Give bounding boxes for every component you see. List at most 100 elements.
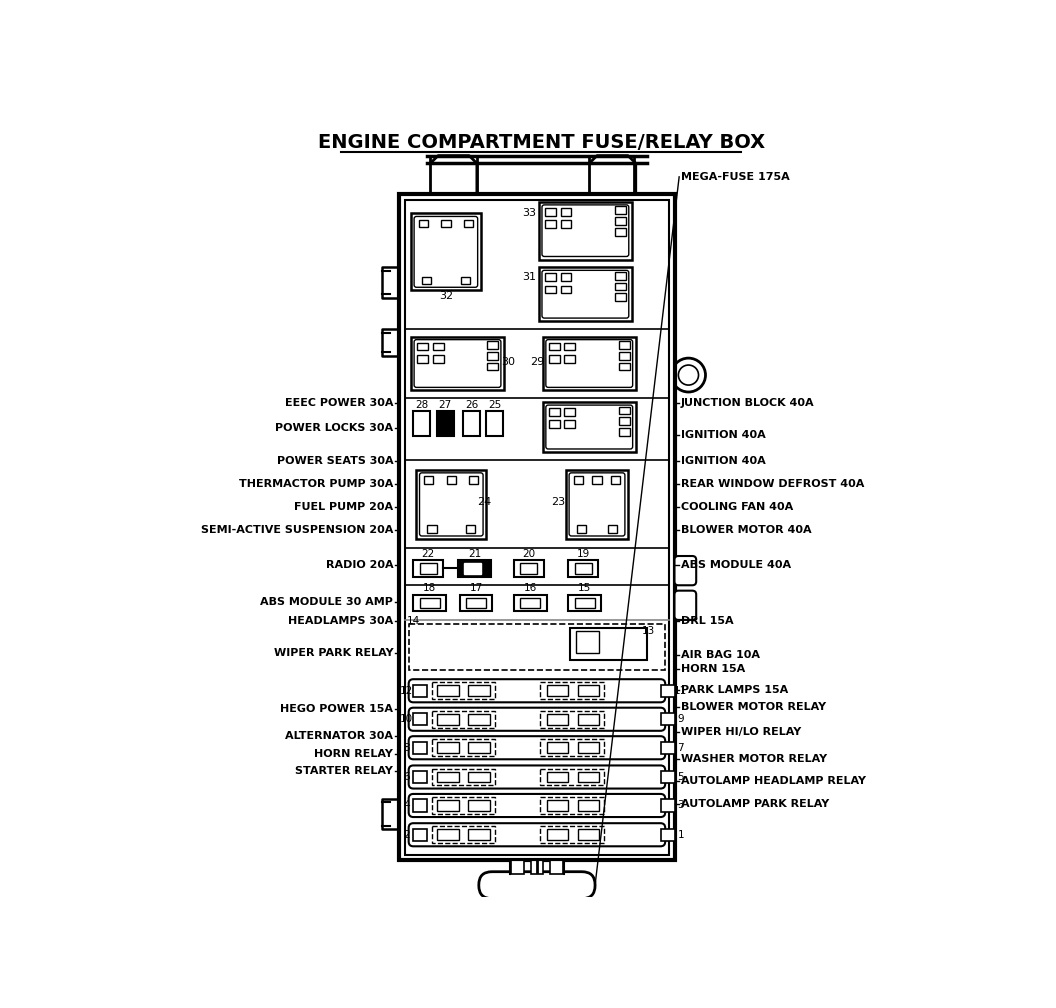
- Bar: [561, 273, 571, 281]
- Text: 7: 7: [677, 743, 684, 753]
- Text: 27: 27: [438, 400, 452, 410]
- FancyBboxPatch shape: [414, 217, 477, 287]
- Bar: [460, 276, 470, 284]
- Text: 22: 22: [421, 548, 435, 558]
- Text: 5: 5: [677, 772, 684, 782]
- Bar: [547, 685, 568, 697]
- Bar: [432, 827, 495, 844]
- Bar: [661, 742, 675, 754]
- Bar: [619, 352, 629, 360]
- Bar: [547, 714, 568, 725]
- Bar: [570, 628, 647, 660]
- Text: 23: 23: [551, 497, 565, 507]
- Bar: [539, 202, 631, 260]
- Text: 13: 13: [642, 626, 656, 636]
- Bar: [419, 562, 436, 574]
- Bar: [619, 406, 629, 414]
- Bar: [565, 343, 576, 351]
- Text: 9: 9: [677, 715, 684, 725]
- Bar: [661, 799, 675, 811]
- Bar: [541, 739, 604, 756]
- Bar: [541, 797, 604, 814]
- Bar: [578, 830, 600, 840]
- Text: STARTER RELAY: STARTER RELAY: [296, 766, 393, 776]
- FancyBboxPatch shape: [409, 736, 665, 759]
- Bar: [469, 685, 490, 697]
- Bar: [433, 343, 444, 351]
- Bar: [545, 273, 555, 281]
- Bar: [437, 830, 459, 840]
- Bar: [411, 337, 504, 390]
- Text: 1: 1: [677, 830, 684, 840]
- Bar: [661, 771, 675, 783]
- Bar: [466, 598, 486, 609]
- Bar: [578, 800, 600, 810]
- Bar: [568, 595, 601, 612]
- Text: JUNCTION BLOCK 40A: JUNCTION BLOCK 40A: [681, 398, 814, 407]
- Bar: [459, 595, 492, 612]
- Bar: [615, 293, 625, 301]
- Bar: [521, 562, 538, 574]
- Bar: [592, 476, 602, 484]
- Bar: [469, 771, 490, 782]
- Bar: [469, 476, 478, 484]
- Bar: [432, 768, 495, 785]
- Bar: [578, 685, 600, 697]
- Text: 8: 8: [403, 743, 410, 753]
- Text: ALTERNATOR 30A: ALTERNATOR 30A: [285, 732, 393, 742]
- Text: COOLING FAN 40A: COOLING FAN 40A: [681, 502, 793, 512]
- Bar: [487, 363, 497, 371]
- Bar: [413, 411, 431, 435]
- Bar: [615, 207, 625, 214]
- Text: RADIO 20A: RADIO 20A: [325, 559, 393, 570]
- Bar: [574, 562, 591, 574]
- Bar: [466, 525, 475, 533]
- FancyBboxPatch shape: [409, 824, 665, 847]
- Bar: [543, 402, 636, 452]
- Bar: [464, 220, 473, 227]
- Bar: [464, 562, 480, 574]
- Bar: [469, 742, 490, 753]
- Text: 32: 32: [439, 290, 453, 300]
- Bar: [574, 598, 595, 609]
- Bar: [432, 682, 495, 700]
- Text: 15: 15: [578, 584, 591, 594]
- Text: FUEL PUMP 20A: FUEL PUMP 20A: [294, 502, 393, 512]
- Text: EEEC POWER 30A: EEEC POWER 30A: [285, 398, 393, 407]
- Bar: [417, 343, 428, 351]
- Bar: [565, 408, 576, 416]
- Text: AUTOLAMP HEADLAMP RELAY: AUTOLAMP HEADLAMP RELAY: [681, 776, 866, 786]
- Bar: [437, 771, 459, 782]
- Text: THERMACTOR PUMP 30A: THERMACTOR PUMP 30A: [239, 479, 393, 489]
- Bar: [547, 771, 568, 782]
- Bar: [409, 624, 665, 670]
- Bar: [413, 829, 427, 841]
- Bar: [619, 363, 629, 371]
- Bar: [433, 355, 444, 363]
- Text: HORN RELAY: HORN RELAY: [315, 749, 393, 759]
- Text: 33: 33: [523, 209, 536, 219]
- Bar: [469, 800, 490, 810]
- Text: 20: 20: [523, 548, 535, 558]
- Bar: [511, 860, 524, 874]
- Bar: [413, 628, 431, 640]
- Bar: [561, 221, 571, 228]
- Bar: [543, 337, 636, 390]
- Bar: [561, 285, 571, 293]
- Bar: [413, 684, 427, 697]
- FancyBboxPatch shape: [478, 872, 596, 899]
- Bar: [521, 598, 541, 609]
- Text: WIPER HI/LO RELAY: WIPER HI/LO RELAY: [681, 727, 800, 737]
- Bar: [549, 355, 560, 363]
- FancyBboxPatch shape: [419, 473, 483, 536]
- Bar: [441, 220, 451, 227]
- Text: 12: 12: [400, 685, 413, 696]
- Text: ABS MODULE 30 AMP: ABS MODULE 30 AMP: [260, 597, 393, 607]
- Bar: [549, 343, 560, 351]
- Text: SEMI-ACTIVE SUSPENSION 20A: SEMI-ACTIVE SUSPENSION 20A: [201, 525, 393, 535]
- Bar: [399, 195, 675, 860]
- Text: 6: 6: [403, 772, 410, 782]
- Bar: [547, 800, 568, 810]
- Text: PARK LAMPS 15A: PARK LAMPS 15A: [681, 684, 788, 695]
- Text: 11: 11: [674, 685, 687, 696]
